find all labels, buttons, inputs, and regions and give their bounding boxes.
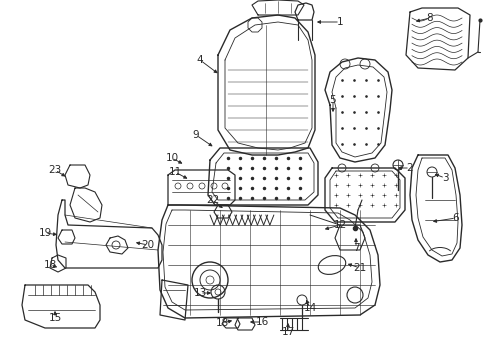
Text: 1: 1 (337, 17, 343, 27)
Text: 4: 4 (196, 55, 203, 65)
Text: 21: 21 (353, 263, 367, 273)
Text: 11: 11 (169, 167, 182, 177)
Text: 7: 7 (353, 243, 359, 253)
Text: 12: 12 (333, 220, 346, 230)
Text: 6: 6 (453, 213, 459, 223)
Text: 8: 8 (427, 13, 433, 23)
Text: 13: 13 (194, 288, 207, 298)
Text: 16: 16 (255, 317, 269, 327)
Text: 18: 18 (216, 318, 229, 328)
Text: 18: 18 (44, 260, 57, 270)
Text: 20: 20 (142, 240, 154, 250)
Text: 9: 9 (193, 130, 199, 140)
Text: 15: 15 (49, 313, 62, 323)
Text: 2: 2 (407, 163, 413, 173)
Text: 3: 3 (441, 173, 448, 183)
Text: 14: 14 (303, 303, 317, 313)
Text: 10: 10 (166, 153, 178, 163)
Text: 23: 23 (49, 165, 62, 175)
Text: 5: 5 (330, 95, 336, 105)
Text: 19: 19 (38, 228, 51, 238)
Text: 22: 22 (206, 195, 220, 205)
Text: 17: 17 (281, 327, 294, 337)
